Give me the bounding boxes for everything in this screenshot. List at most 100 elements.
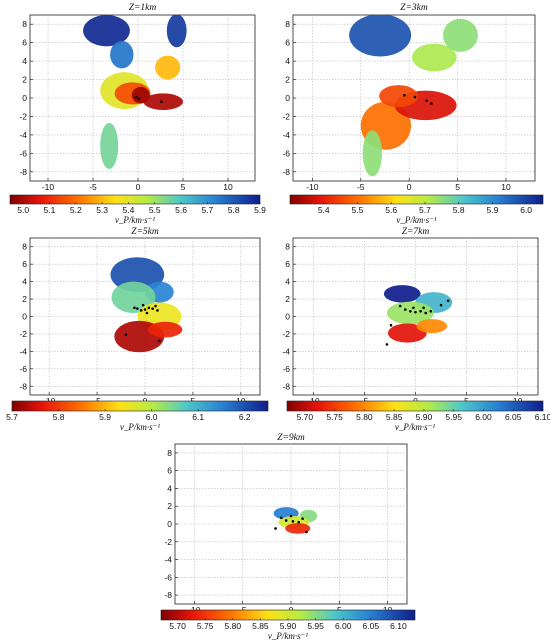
- colorbar-tick-label: 6.00: [335, 621, 352, 631]
- colorbar-tick-label: 5.9: [99, 412, 111, 422]
- panel-z7km: Z=7km-10-5051086420-2-4-6-85.705.755.805…: [275, 225, 550, 435]
- y-tick-label: -4: [164, 555, 172, 565]
- event-point: [139, 309, 143, 312]
- y-tick-label: -2: [282, 111, 290, 121]
- y-tick-label: -4: [282, 346, 290, 356]
- y-tick-label: 0: [285, 93, 290, 103]
- event-point: [412, 306, 415, 310]
- colorbar-tick-label: 5.70: [297, 412, 314, 422]
- chart-title: Z=1km: [129, 3, 157, 13]
- x-tick-label: 5: [181, 182, 186, 192]
- velocity-field: [110, 257, 183, 353]
- velocity-patch: [386, 301, 434, 325]
- velocity-patch: [443, 18, 478, 52]
- x-tick-label: -5: [89, 182, 97, 192]
- event-point: [429, 309, 433, 313]
- velocity-field: [273, 507, 318, 534]
- colorbar-tick-label: 6.10: [535, 412, 550, 422]
- y-tick-label: -6: [19, 148, 27, 158]
- colorbar-tick-label: 5.7: [201, 205, 213, 215]
- event-point: [425, 99, 428, 103]
- colorbar: [9, 194, 261, 205]
- colorbar-tick-label: 5.85: [252, 621, 269, 631]
- event-points: [134, 95, 163, 103]
- colorbar-label: v_P/km·s⁻¹: [268, 631, 308, 641]
- colorbar-tick-label: 5.2: [70, 205, 82, 215]
- colorbar-label: v_P/km·s⁻¹: [396, 215, 436, 225]
- event-point: [419, 309, 422, 313]
- chart-z9km: Z=9km-10-5051086420-2-4-6-85.705.755.805…: [160, 433, 416, 641]
- colorbar-tick-label: 6.0: [146, 412, 158, 422]
- colorbar-tick-label: 5.7: [419, 205, 431, 215]
- y-tick-label: 6: [285, 38, 290, 48]
- x-tick-label: -5: [357, 182, 365, 192]
- event-point: [134, 95, 138, 99]
- y-tick-label: -8: [19, 381, 27, 391]
- event-point: [409, 309, 412, 313]
- x-tick-label: -10: [306, 182, 319, 192]
- velocity-patch: [349, 15, 412, 57]
- y-tick-label: 8: [285, 19, 290, 29]
- y-tick-label: 6: [22, 38, 27, 48]
- velocity-patch: [143, 93, 183, 110]
- event-point: [156, 309, 159, 312]
- y-tick-label: 0: [285, 312, 290, 322]
- colorbar-tick-label: 5.90: [280, 621, 297, 631]
- x-tick-label: 0: [136, 182, 141, 192]
- event-point: [413, 95, 417, 99]
- chart-z5km: Z=5km-10-5051086420-2-4-6-85.75.85.96.06…: [6, 227, 269, 432]
- colorbar-tick-label: 5.75: [326, 412, 343, 422]
- event-point: [151, 307, 154, 310]
- x-tick-label: -10: [42, 182, 55, 192]
- panel-z3km: Z=3km -10 -5 0 5 10 8 6 4 2 0 -2 -4 -6 -8 5.4 5.5 5.6 5.7 5…: [275, 0, 550, 225]
- event-point: [158, 339, 161, 343]
- event-point: [403, 308, 407, 311]
- velocity-patch: [285, 523, 311, 534]
- event-points: [385, 299, 450, 346]
- y-tick-label: -4: [19, 346, 27, 356]
- event-point: [143, 308, 147, 311]
- colorbar-tick-label: 5.95: [445, 412, 462, 422]
- velocity-field: [83, 15, 187, 170]
- grid-lines: [293, 15, 535, 181]
- colorbar-tick-label: 5.95: [307, 621, 324, 631]
- y-tick-label: 8: [167, 448, 172, 458]
- event-points: [124, 303, 161, 343]
- y-tick-label: -2: [19, 111, 27, 121]
- colorbar-tick-label: 5.1: [44, 205, 56, 215]
- colorbar-tick-label: 5.6: [175, 205, 187, 215]
- event-point: [430, 102, 433, 105]
- colorbar-tick-label: 5.8: [228, 205, 240, 215]
- colorbar-tick-label: 5.5: [149, 205, 161, 215]
- colorbar: [286, 400, 544, 412]
- y-tick-label: -2: [164, 537, 172, 547]
- y-tick-label: 8: [22, 19, 27, 29]
- y-tick-label: 4: [167, 483, 172, 493]
- event-point: [297, 520, 301, 524]
- colorbar-tick-label: 5.9: [486, 205, 498, 215]
- chart-z1km: Z=1km -10 -5 0 5 10 8 6 4 2 0 -2 -4 -6 -8 5.0 5.1 5.2 5.3 5…: [9, 3, 266, 225]
- velocity-patch: [155, 55, 181, 80]
- y-tick-label: 0: [22, 93, 27, 103]
- y-tick-label: -2: [282, 329, 290, 339]
- colorbar-tick-label: 6.05: [363, 621, 380, 631]
- colorbar-tick-label: 6.00: [475, 412, 492, 422]
- event-point: [284, 519, 288, 522]
- colorbar-tick-label: 5.90: [416, 412, 433, 422]
- x-tick-label: 10: [501, 182, 511, 192]
- velocity-patch: [100, 122, 119, 170]
- velocity-field: [349, 15, 478, 177]
- velocity-patch: [379, 85, 418, 108]
- velocity-patch: [166, 15, 187, 48]
- event-point: [289, 514, 293, 518]
- y-tick-label: -6: [282, 364, 290, 374]
- colorbar-tick-label: 5.9: [254, 205, 266, 215]
- chart-title: Z=7km: [402, 227, 430, 237]
- colorbar: [289, 194, 544, 205]
- event-point: [147, 306, 151, 310]
- y-tick-label: 2: [167, 501, 172, 511]
- velocity-patch: [412, 43, 457, 72]
- y-tick-label: 2: [285, 294, 290, 304]
- event-point: [154, 304, 157, 308]
- y-tick-label: -6: [164, 572, 172, 582]
